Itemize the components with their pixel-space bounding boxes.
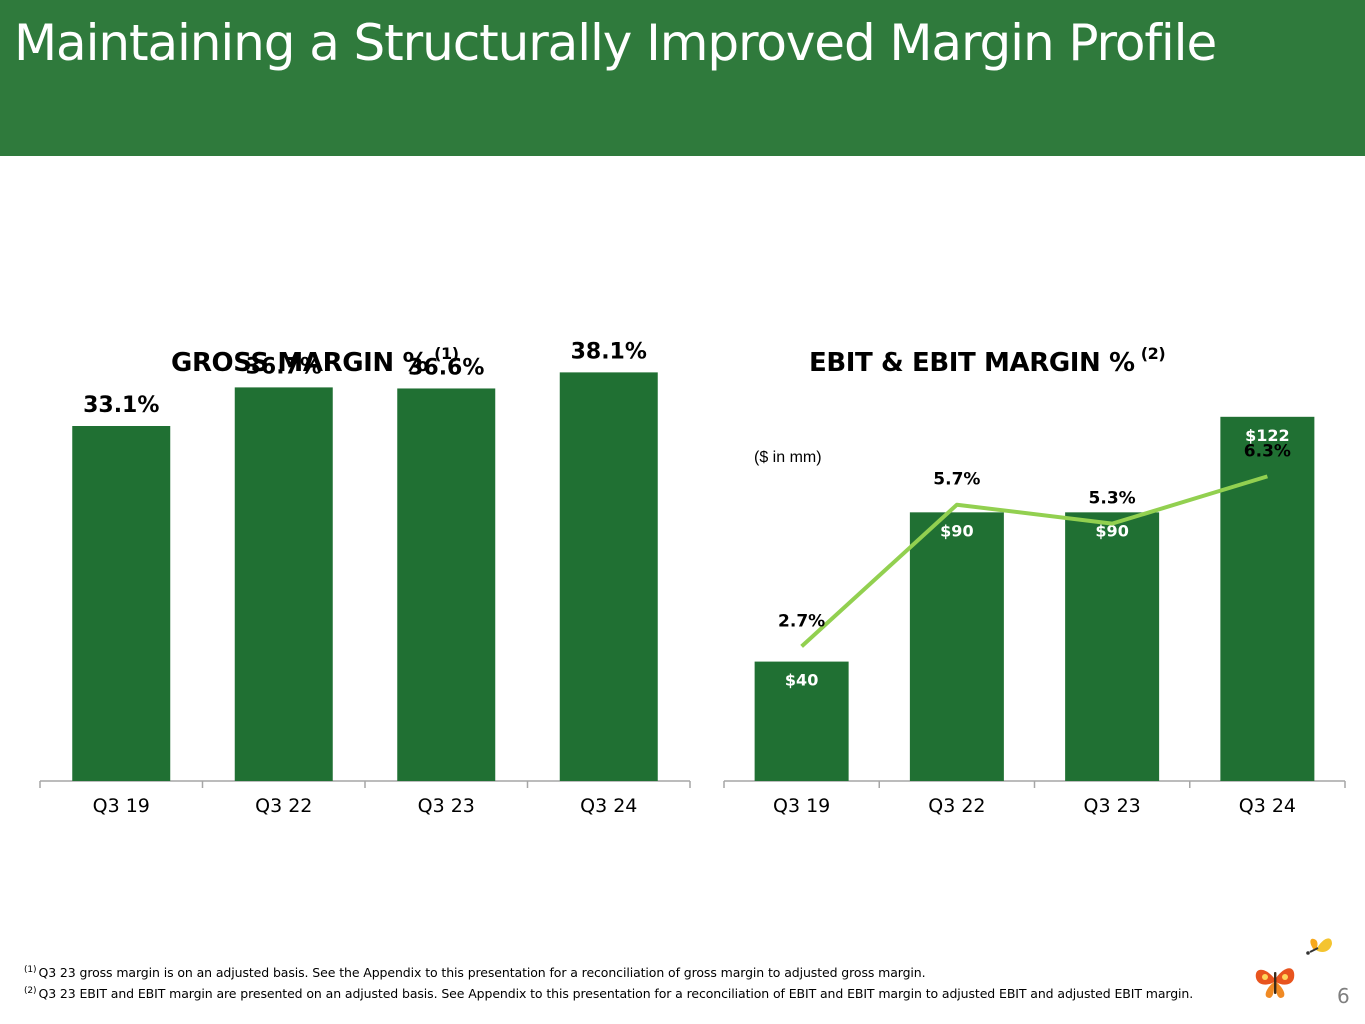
footnote-1: (1) Q3 23 gross margin is on an adjusted … [24,961,1193,982]
gross-margin-category-label: Q3 24 [580,795,637,817]
page-title: Maintaining a Structurally Improved Marg… [14,14,1217,72]
ebit-bar-value-label: $40 [785,671,818,690]
gross-margin-title-text: GROSS MARGIN % [171,348,429,378]
gross-margin-category-label: Q3 23 [418,795,475,817]
ebit-title-text: EBIT & EBIT MARGIN % [809,348,1135,378]
ebit-category-label: Q3 22 [928,795,985,817]
ebit-margin-value-label: 2.7% [778,611,825,631]
ebit-bar-value-label: $90 [1095,521,1128,540]
gross-margin-category-label: Q3 19 [93,795,150,817]
footnote-1-ref: (1) [24,965,37,975]
gross-margin-bar [559,372,658,781]
ebit-category-label: Q3 23 [1083,795,1140,817]
ebit-title-ref: (2) [1140,344,1166,363]
gross-margin-chart-title: GROSS MARGIN % (1) [171,344,459,378]
gross-margin-category-label: Q3 22 [255,795,312,817]
ebit-bar [1220,416,1315,781]
ebit-margin-value-label: 5.7% [933,470,980,490]
gross-margin-title-ref: (1) [434,344,459,363]
gross-margin-bar [397,388,496,781]
header-banner: Maintaining a Structurally Improved Marg… [0,0,1365,156]
footnote-2-text: Q3 23 EBIT and EBIT margin are presented… [38,986,1194,1001]
ebit-bar [754,661,849,781]
ebit-category-label: Q3 19 [773,795,830,817]
gross-margin-value-label: 38.1% [571,339,647,364]
gross-margin-bar [72,426,171,781]
footnote-1-text: Q3 23 gross margin is on an adjusted bas… [38,965,926,980]
footnote-2-ref: (2) [24,986,37,996]
ebit-bar-value-label: $90 [940,521,973,540]
footnote-2: (2) Q3 23 EBIT and EBIT margin are presen… [24,982,1193,1003]
page-number: 6 [1337,984,1350,1008]
small-butterfly-icon [1306,938,1332,955]
ebit-category-label: Q3 24 [1239,795,1296,817]
unit-note: ($ in mm) [754,449,822,466]
ebit-bar [1065,512,1160,781]
footnotes: (1) Q3 23 gross margin is on an adjusted … [24,961,1193,1003]
ebit-bar-value-label: $122 [1245,426,1290,445]
gross-margin-value-label: 36.6% [408,355,484,380]
gross-margin-bar [234,387,333,781]
large-butterfly-icon [1255,968,1295,998]
gross-margin-value-label: 33.1% [83,393,159,418]
ebit-bar [909,512,1004,781]
ebit-margin-value-label: 6.3% [1244,441,1291,461]
gross-margin-value-label: 36.7% [246,354,322,379]
ebit-margin-value-label: 5.3% [1089,489,1136,509]
ebit-margin-line [800,474,1268,648]
ebit-chart-title: EBIT & EBIT MARGIN % (2) [809,344,1166,378]
butterfly-logo [1255,938,1332,998]
